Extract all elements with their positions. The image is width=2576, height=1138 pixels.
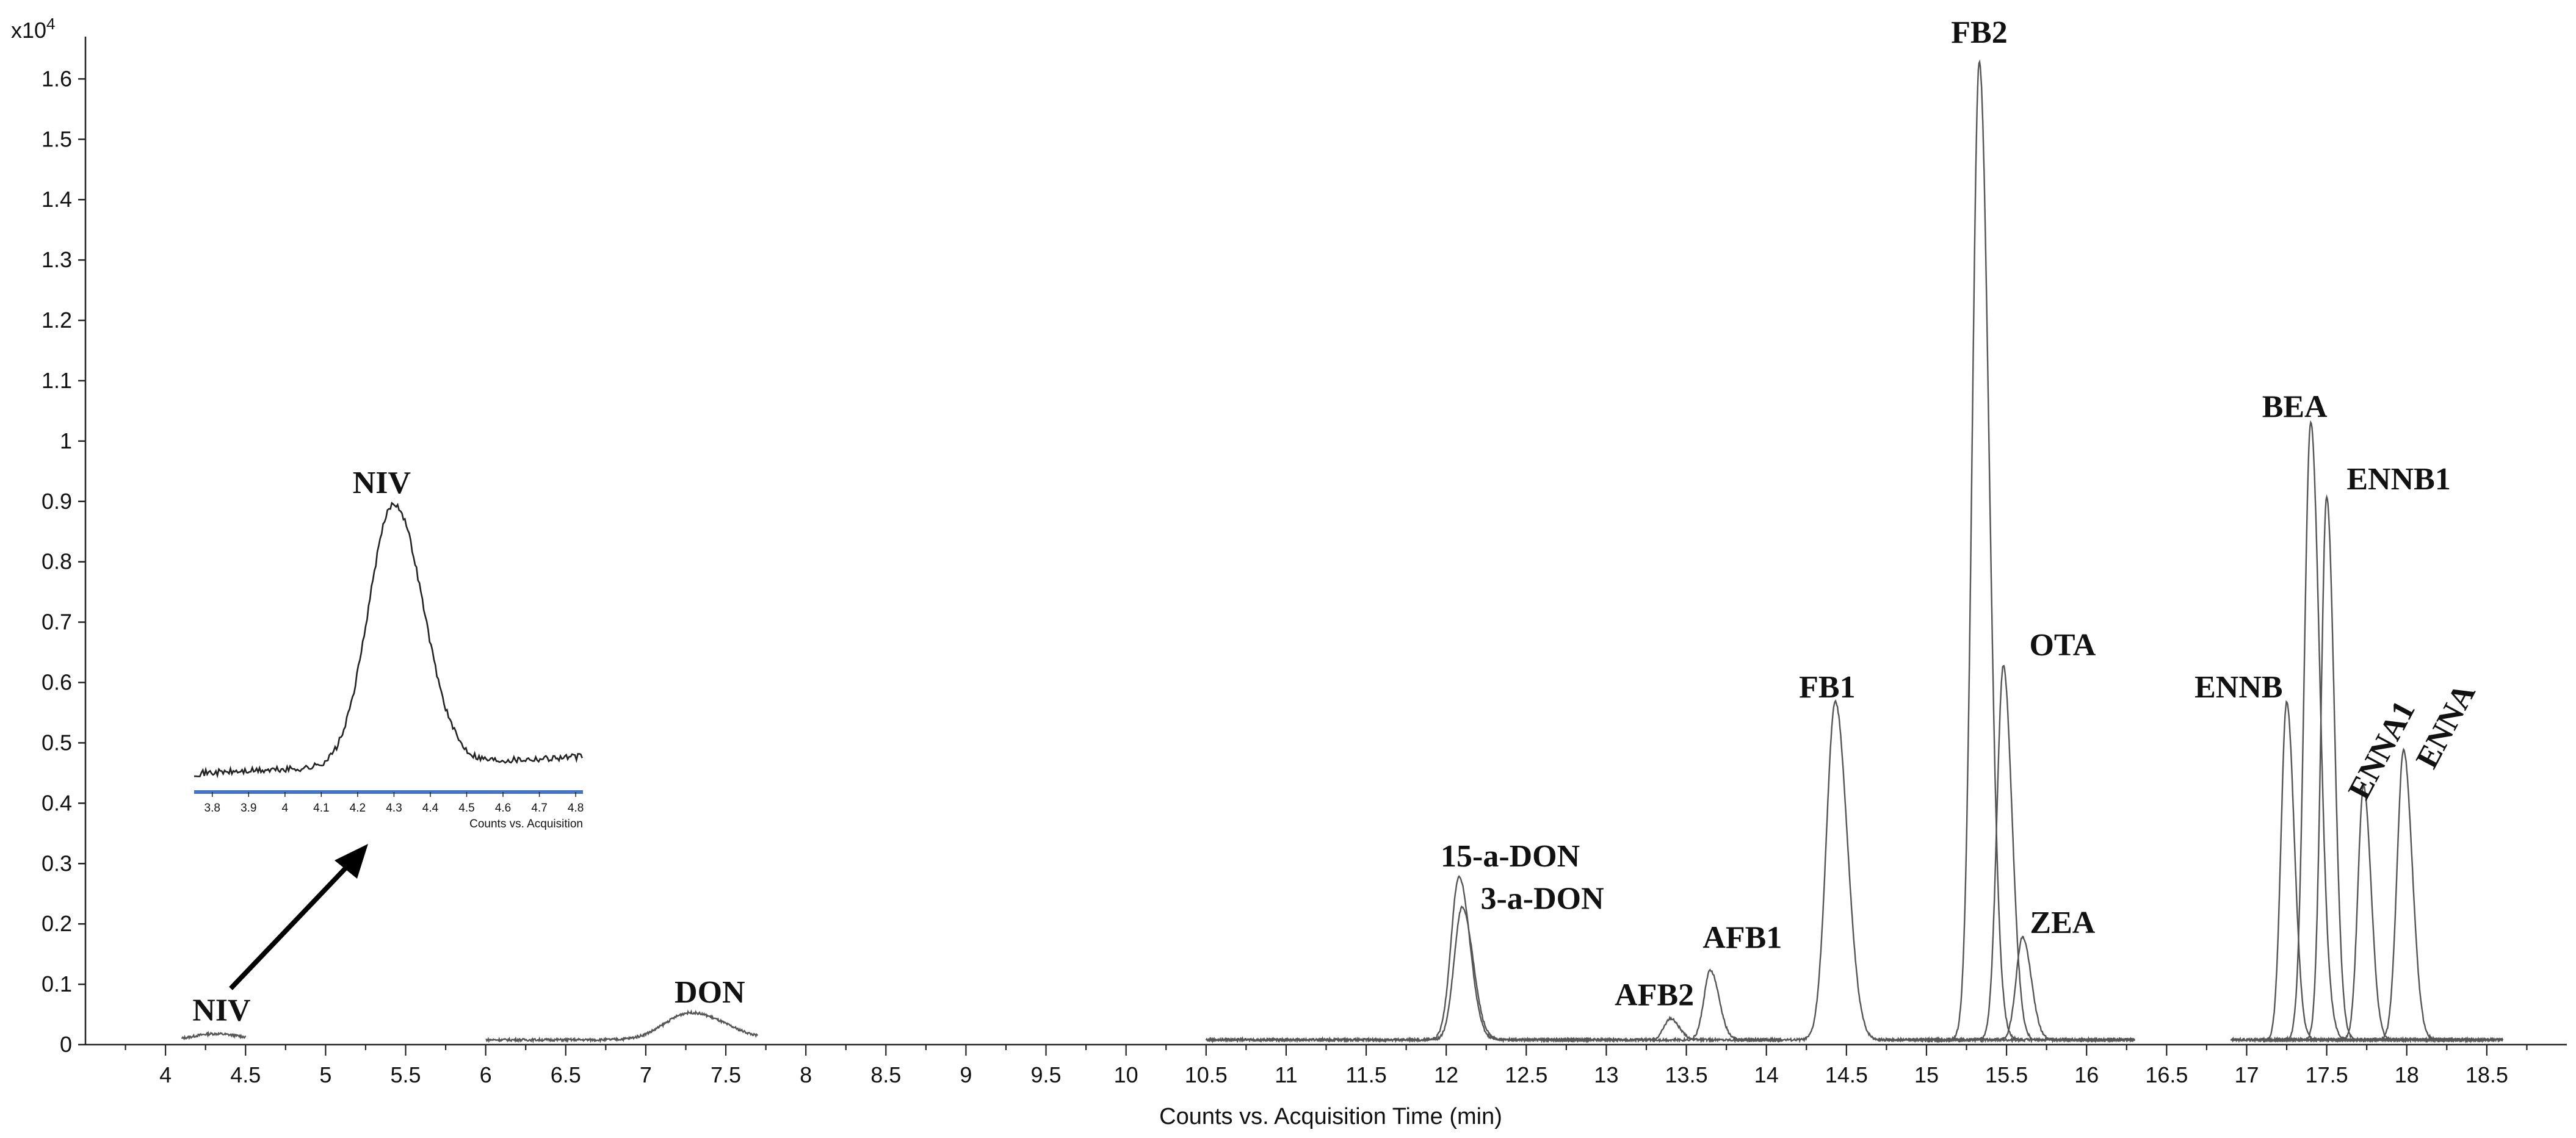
y-tick-label: 0.5 — [42, 730, 72, 755]
trace-afb1 — [1541, 968, 1782, 1043]
x-tick-label: 8.5 — [870, 1062, 901, 1087]
trace-3-a-don — [1205, 905, 1591, 1043]
x-tick-label: 12.5 — [1505, 1062, 1547, 1087]
peak-label-bea: BEA — [2262, 389, 2328, 424]
x-tick-label: 18.5 — [2466, 1062, 2508, 1087]
x-tick-label: 10.5 — [1185, 1062, 1228, 1087]
x-tick-label: 11 — [1275, 1062, 1297, 1087]
x-tick-label: 16.5 — [2145, 1062, 2188, 1087]
y-tick-label: 0.2 — [42, 911, 72, 936]
x-tick-label: 14.5 — [1825, 1062, 1868, 1087]
trace-ota — [1909, 664, 2136, 1044]
inset-x-axis-title: Counts vs. Acquisition — [469, 818, 583, 830]
y-multiplier-exponent: 4 — [46, 15, 55, 33]
x-tick-label: 17.5 — [2306, 1062, 2348, 1087]
x-tick-label: 8 — [800, 1062, 812, 1087]
x-tick-label: 5 — [319, 1062, 331, 1087]
peak-label-enna1: ENNA1 — [2342, 696, 2422, 805]
peak-label-afb1: AFB1 — [1702, 921, 1782, 956]
peak-label-fb1: FB1 — [1799, 670, 1855, 705]
y-tick-label: 1.2 — [42, 308, 72, 333]
x-tick-label: 18 — [2395, 1062, 2419, 1087]
y-tick-label: 0.7 — [42, 610, 72, 635]
peak-label-don: DON — [675, 975, 745, 1010]
inset-peak-label: NIV — [353, 466, 411, 500]
y-tick-label: 1.5 — [42, 126, 72, 151]
trace-enna — [2262, 747, 2503, 1044]
peak-label-enna: ENNA — [2409, 678, 2483, 774]
peak-label-zea: ZEA — [2030, 906, 2095, 940]
y-tick-label: 1.3 — [42, 247, 72, 272]
x-axis-title: Counts vs. Acquisition Time (min) — [1159, 1104, 1502, 1129]
inset-arrow — [229, 844, 368, 990]
x-tick-label: 14 — [1754, 1062, 1779, 1087]
niv-inset: 3.8 3.9 4 4.1 4.2 4.3 4.4 4.5 4.6 4.7 4.8 Counts vs… — [194, 466, 584, 830]
y-tick-label: 1.1 — [42, 368, 72, 393]
x-tick-label: 12 — [1434, 1062, 1458, 1087]
x-tick-label: 10 — [1114, 1062, 1138, 1087]
y-tick-label: 0.3 — [42, 851, 72, 876]
traces-group — [181, 59, 2504, 1044]
y-tick-label: 0.1 — [42, 971, 72, 996]
peak-label-ota: OTA — [2029, 628, 2096, 663]
trace-don — [485, 1009, 758, 1044]
x-tick-label: 15.5 — [1985, 1062, 2028, 1087]
x-tick-label: 6 — [480, 1062, 492, 1087]
peak-label-fb2: FB2 — [1951, 15, 2007, 50]
inset-x-tick-label: 4.1 — [313, 802, 329, 815]
peak-label-niv: NIV — [192, 993, 250, 1028]
x-tick-label: 6.5 — [551, 1062, 581, 1087]
x-tick-label: 4 — [159, 1062, 172, 1087]
inset-x-tick-label: 4.6 — [495, 802, 511, 815]
x-tick-label: 13 — [1594, 1062, 1618, 1087]
y-multiplier-label: x104 — [11, 15, 56, 43]
inset-trace — [194, 501, 584, 779]
inset-x-tick-label: 4.5 — [458, 802, 474, 815]
trace-zea — [1909, 935, 2135, 1043]
x-tick-label: 7.5 — [711, 1062, 741, 1087]
x-tick-label: 9 — [960, 1062, 972, 1087]
inset-x-tick-label: 4.7 — [531, 802, 547, 815]
y-tick-label: 0 — [60, 1032, 72, 1057]
inset-x-tick-label: 4.8 — [568, 802, 584, 815]
y-tick-label: 1.6 — [42, 66, 72, 91]
x-tick-label: 17 — [2234, 1062, 2259, 1087]
y-tick-label: 0.9 — [42, 489, 72, 514]
inset-x-tick-label: 3.9 — [241, 802, 256, 815]
trace-fb2 — [1878, 59, 2135, 1043]
x-tick-label: 13.5 — [1665, 1062, 1708, 1087]
x-tick-label: 5.5 — [390, 1062, 421, 1087]
x-tick-label: 7 — [640, 1062, 652, 1087]
peak-label-ennb: ENNB — [2194, 670, 2282, 705]
y-tick-label: 0.6 — [42, 670, 72, 695]
y-tick-label: 0.8 — [42, 549, 72, 574]
x-tick-label: 15 — [1914, 1062, 1939, 1087]
inset-x-tick-label: 4.2 — [350, 802, 366, 815]
inset-x-tick-label: 4.4 — [422, 802, 439, 815]
x-tick-label: 4.5 — [230, 1062, 261, 1087]
x-tick-label: 9.5 — [1031, 1062, 1062, 1087]
peak-label-afb2: AFB2 — [1615, 978, 1694, 1013]
x-tick-label: 16 — [2074, 1062, 2099, 1087]
axes-group: 0 0.1 0.2 0.3 0.4 0.5 0.6 0.7 0.8 0.9 1 1.1 1.2 1.3 1.… — [42, 37, 2567, 1087]
peak-label-ennb1: ENNB1 — [2346, 462, 2450, 497]
y-tick-label: 1 — [60, 428, 72, 453]
inset-x-tick-label: 3.8 — [204, 802, 220, 815]
peak-label-15-a-don: 15-a-DON — [1441, 839, 1580, 874]
inset-x-tick-label: 4 — [282, 802, 289, 815]
trace-afb2 — [1541, 1015, 1783, 1043]
y-tick-label: 0.4 — [42, 790, 72, 815]
peak-label-3-a-don: 3-a-DON — [1480, 881, 1604, 916]
y-tick-label: 1.4 — [42, 187, 72, 212]
trace-fb1 — [1734, 699, 2023, 1044]
trace-niv — [181, 1031, 247, 1041]
inset-x-tick-label: 4.3 — [386, 802, 402, 815]
x-tick-label: 11.5 — [1345, 1062, 1386, 1087]
